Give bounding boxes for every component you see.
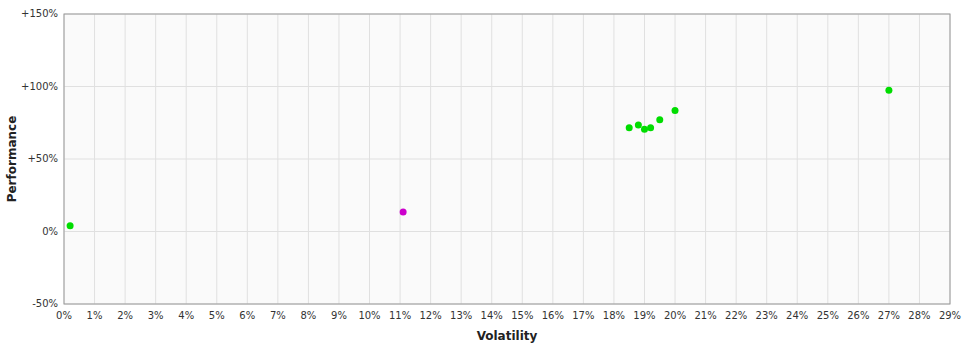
x-tick-label: 24%	[786, 310, 808, 321]
scatter-point	[626, 124, 633, 131]
x-tick-label: 0%	[56, 310, 72, 321]
plot-frame	[64, 14, 950, 304]
x-tick-label: 12%	[420, 310, 442, 321]
x-tick-label: 22%	[725, 310, 747, 321]
y-tick-label: +100%	[21, 81, 58, 92]
x-tick-label: 19%	[633, 310, 655, 321]
x-tick-label: 9%	[331, 310, 347, 321]
x-tick-label: 26%	[847, 310, 869, 321]
y-tick-label: -50%	[32, 298, 58, 309]
x-tick-label: 1%	[87, 310, 103, 321]
scatter-point	[656, 116, 663, 123]
x-tick-label: 16%	[542, 310, 564, 321]
x-tick-label: 20%	[664, 310, 686, 321]
x-tick-label: 23%	[756, 310, 778, 321]
x-tick-label: 4%	[178, 310, 194, 321]
scatter-point	[641, 126, 648, 133]
scatter-point	[647, 124, 654, 131]
x-tick-label: 28%	[908, 310, 930, 321]
scatter-point	[67, 222, 74, 229]
x-tick-label: 15%	[511, 310, 533, 321]
y-grid-line	[64, 86, 950, 87]
series-0	[67, 87, 893, 230]
plot-background	[64, 14, 950, 304]
scatter-point	[885, 87, 892, 94]
y-grid-line	[64, 159, 950, 160]
scatter-point	[635, 121, 642, 128]
x-tick-label: 8%	[300, 310, 316, 321]
x-tick-label: 14%	[481, 310, 503, 321]
x-tick-label: 27%	[878, 310, 900, 321]
x-tick-label: 21%	[694, 310, 716, 321]
tick-labels: 0% 1% 2% 3% 4% 5% 6% 7% 8% 9% 10% 11% 12% 13% 14% 15% 16…	[21, 8, 961, 321]
y-axis-label: Performance	[5, 116, 19, 203]
scatter-point	[672, 107, 679, 114]
x-tick-label: 18%	[603, 310, 625, 321]
x-tick-label: 10%	[358, 310, 380, 321]
x-axis-label: Volatility	[477, 329, 538, 343]
x-tick-label: 7%	[270, 310, 286, 321]
y-grid-line	[64, 231, 950, 232]
points	[67, 87, 893, 230]
x-tick-label: 25%	[817, 310, 839, 321]
chart: 0% 1% 2% 3% 4% 5% 6% 7% 8% 9% 10% 11% 12% 13% 14% 15% 16…	[0, 0, 966, 350]
x-tick-label: 11%	[389, 310, 411, 321]
grid	[64, 14, 950, 304]
x-tick-label: 13%	[450, 310, 472, 321]
y-tick-label: +50%	[27, 153, 58, 164]
x-tick-label: 5%	[209, 310, 225, 321]
scatter-point	[400, 208, 407, 215]
x-tick-label: 3%	[148, 310, 164, 321]
x-tick-label: 2%	[117, 310, 133, 321]
series-1	[400, 208, 407, 215]
x-tick-label: 17%	[572, 310, 594, 321]
y-tick-label: +150%	[21, 8, 58, 19]
y-tick-label: 0%	[42, 226, 58, 237]
x-tick-label: 29%	[939, 310, 961, 321]
x-tick-label: 6%	[239, 310, 255, 321]
